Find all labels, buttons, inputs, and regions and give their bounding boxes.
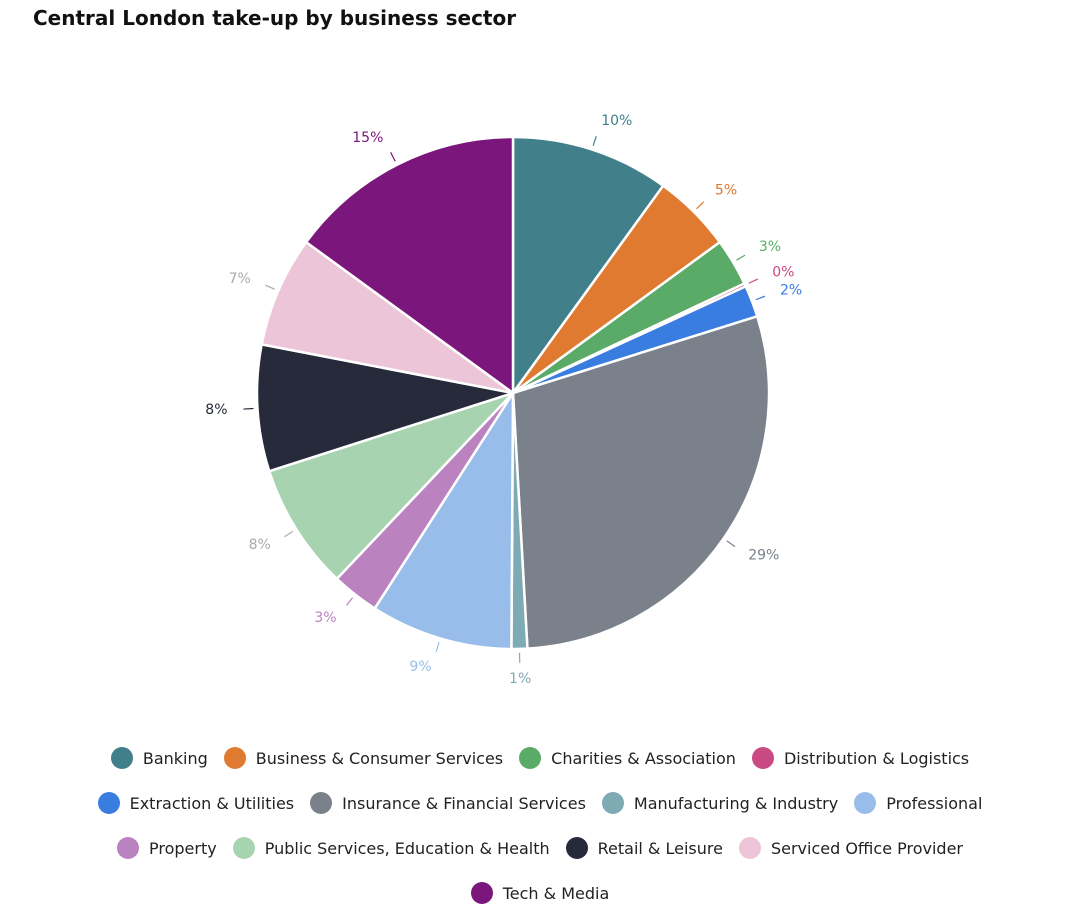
legend-item-insurance-and-financial-services[interactable]: Insurance & Financial Services — [310, 792, 586, 814]
data-label-tech-and-media: 15% — [352, 130, 383, 146]
legend-row: Extraction & Utilities Insurance & Financ… — [0, 792, 1080, 814]
legend-label: Business & Consumer Services — [255, 748, 504, 768]
legend-swatch-business-and-consumer-services — [223, 747, 246, 769]
pie-slice-tech-and-media — [304, 135, 515, 395]
data-label-business-and-consumer-services: 5% — [715, 182, 737, 198]
legend-label: Retail & Leisure — [597, 838, 723, 858]
legend-swatch-retail-and-leisure — [565, 837, 588, 859]
legend-label: Property — [149, 838, 217, 858]
legend-item-property[interactable]: Property — [117, 837, 217, 859]
leader-line-professional — [435, 642, 440, 653]
legend-item-extraction-and-utilities[interactable]: Extraction & Utilities — [97, 792, 295, 814]
legend-item-tech-and-media[interactable]: Tech & Media — [470, 882, 610, 904]
leader-line-retail-and-leisure — [243, 407, 254, 410]
legend-item-manufacturing-and-industry[interactable]: Manufacturing & Industry — [601, 792, 839, 814]
pie-slice-public-services-education-and-health — [267, 391, 515, 581]
data-label-manufacturing-and-industry: 1% — [509, 671, 531, 687]
pie-slice-banking — [511, 135, 665, 395]
legend-label: Distribution & Logistics — [783, 748, 970, 768]
legend-item-serviced-office-provider[interactable]: Serviced Office Provider — [738, 837, 963, 859]
leader-line-extraction-and-utilities — [755, 295, 766, 301]
legend-swatch-property — [117, 837, 139, 859]
data-label-professional: 9% — [409, 659, 431, 675]
data-label-serviced-office-provider: 7% — [229, 271, 251, 287]
chart-title: Central London take-up by business secto… — [33, 6, 517, 30]
legend-swatch-extraction-and-utilities — [97, 792, 120, 814]
leader-line-public-services-education-and-health — [284, 530, 294, 538]
legend-item-public-services-education-and-health[interactable]: Public Services, Education & Health — [232, 837, 550, 859]
legend-label: Insurance & Financial Services — [342, 793, 586, 813]
legend-swatch-public-services-education-and-health — [232, 837, 255, 859]
pie-slice-professional — [373, 391, 515, 651]
pie-slice-insurance-and-financial-services — [511, 315, 771, 650]
pie-slices — [255, 135, 771, 651]
legend-item-distribution-and-logistics[interactable]: Distribution & Logistics — [751, 747, 970, 769]
legend-swatch-insurance-and-financial-services — [310, 792, 333, 814]
leader-line-business-and-consumer-services — [696, 201, 705, 210]
pie-chart: 10% 5% 3% 0% 2% 29% 1% 9% 3% 8% 8% 7% 15% — [205, 113, 802, 687]
legend-swatch-charities-and-association — [519, 747, 542, 769]
leader-line-distribution-and-logistics — [748, 278, 759, 284]
legend-item-banking[interactable]: Banking — [110, 747, 208, 769]
legend-item-retail-and-leisure[interactable]: Retail & Leisure — [565, 837, 723, 859]
legend-label: Professional — [886, 793, 983, 813]
legend-swatch-tech-and-media — [470, 882, 493, 904]
data-label-insurance-and-financial-services: 29% — [748, 548, 779, 564]
legend-swatch-distribution-and-logistics — [751, 747, 774, 769]
data-label-distribution-and-logistics: 0% — [772, 264, 794, 280]
legend-label: Public Services, Education & Health — [264, 838, 550, 858]
pie-slice-retail-and-leisure — [255, 343, 515, 473]
legend-label: Extraction & Utilities — [129, 793, 295, 813]
legend-label: Manufacturing & Industry — [633, 793, 839, 813]
leader-line-charities-and-association — [736, 254, 746, 261]
legend-item-professional[interactable]: Professional — [854, 792, 982, 814]
data-label-property: 3% — [314, 610, 336, 626]
legend-swatch-serviced-office-provider — [738, 837, 761, 859]
leader-line-banking — [592, 135, 597, 146]
legend-label: Serviced Office Provider — [770, 838, 963, 858]
slice-labels: 10% 5% 3% 0% 2% 29% 1% 9% 3% 8% 8% 7% 15% — [205, 113, 802, 687]
legend-swatch-manufacturing-and-industry — [601, 792, 624, 814]
data-label-banking: 10% — [601, 113, 632, 129]
legend-label: Charities & Association — [551, 748, 736, 768]
legend-swatch-banking — [110, 747, 133, 769]
leader-line-property — [345, 597, 354, 606]
data-label-public-services-education-and-health: 8% — [249, 537, 271, 553]
legend-row: Banking Business & Consumer Services Chari… — [0, 747, 1080, 769]
leader-lines — [243, 135, 766, 663]
data-label-charities-and-association: 3% — [759, 239, 781, 255]
leader-line-serviced-office-provider — [265, 284, 275, 290]
legend-item-business-and-consumer-services[interactable]: Business & Consumer Services — [223, 747, 504, 769]
data-label-retail-and-leisure: 8% — [205, 402, 227, 418]
leader-line-tech-and-media — [390, 152, 396, 162]
leader-line-insurance-and-financial-services — [726, 540, 736, 548]
legend-label: Tech & Media — [502, 883, 610, 903]
legend-row: Tech & Media — [0, 882, 1080, 904]
pie-slice-serviced-office-provider — [260, 240, 515, 395]
legend-row: Property Public Services, Education & Hea… — [0, 837, 1080, 859]
legend-item-charities-and-association[interactable]: Charities & Association — [519, 747, 736, 769]
data-label-extraction-and-utilities: 2% — [780, 282, 802, 298]
legend-label: Banking — [142, 748, 208, 768]
legend-swatch-professional — [854, 792, 877, 814]
